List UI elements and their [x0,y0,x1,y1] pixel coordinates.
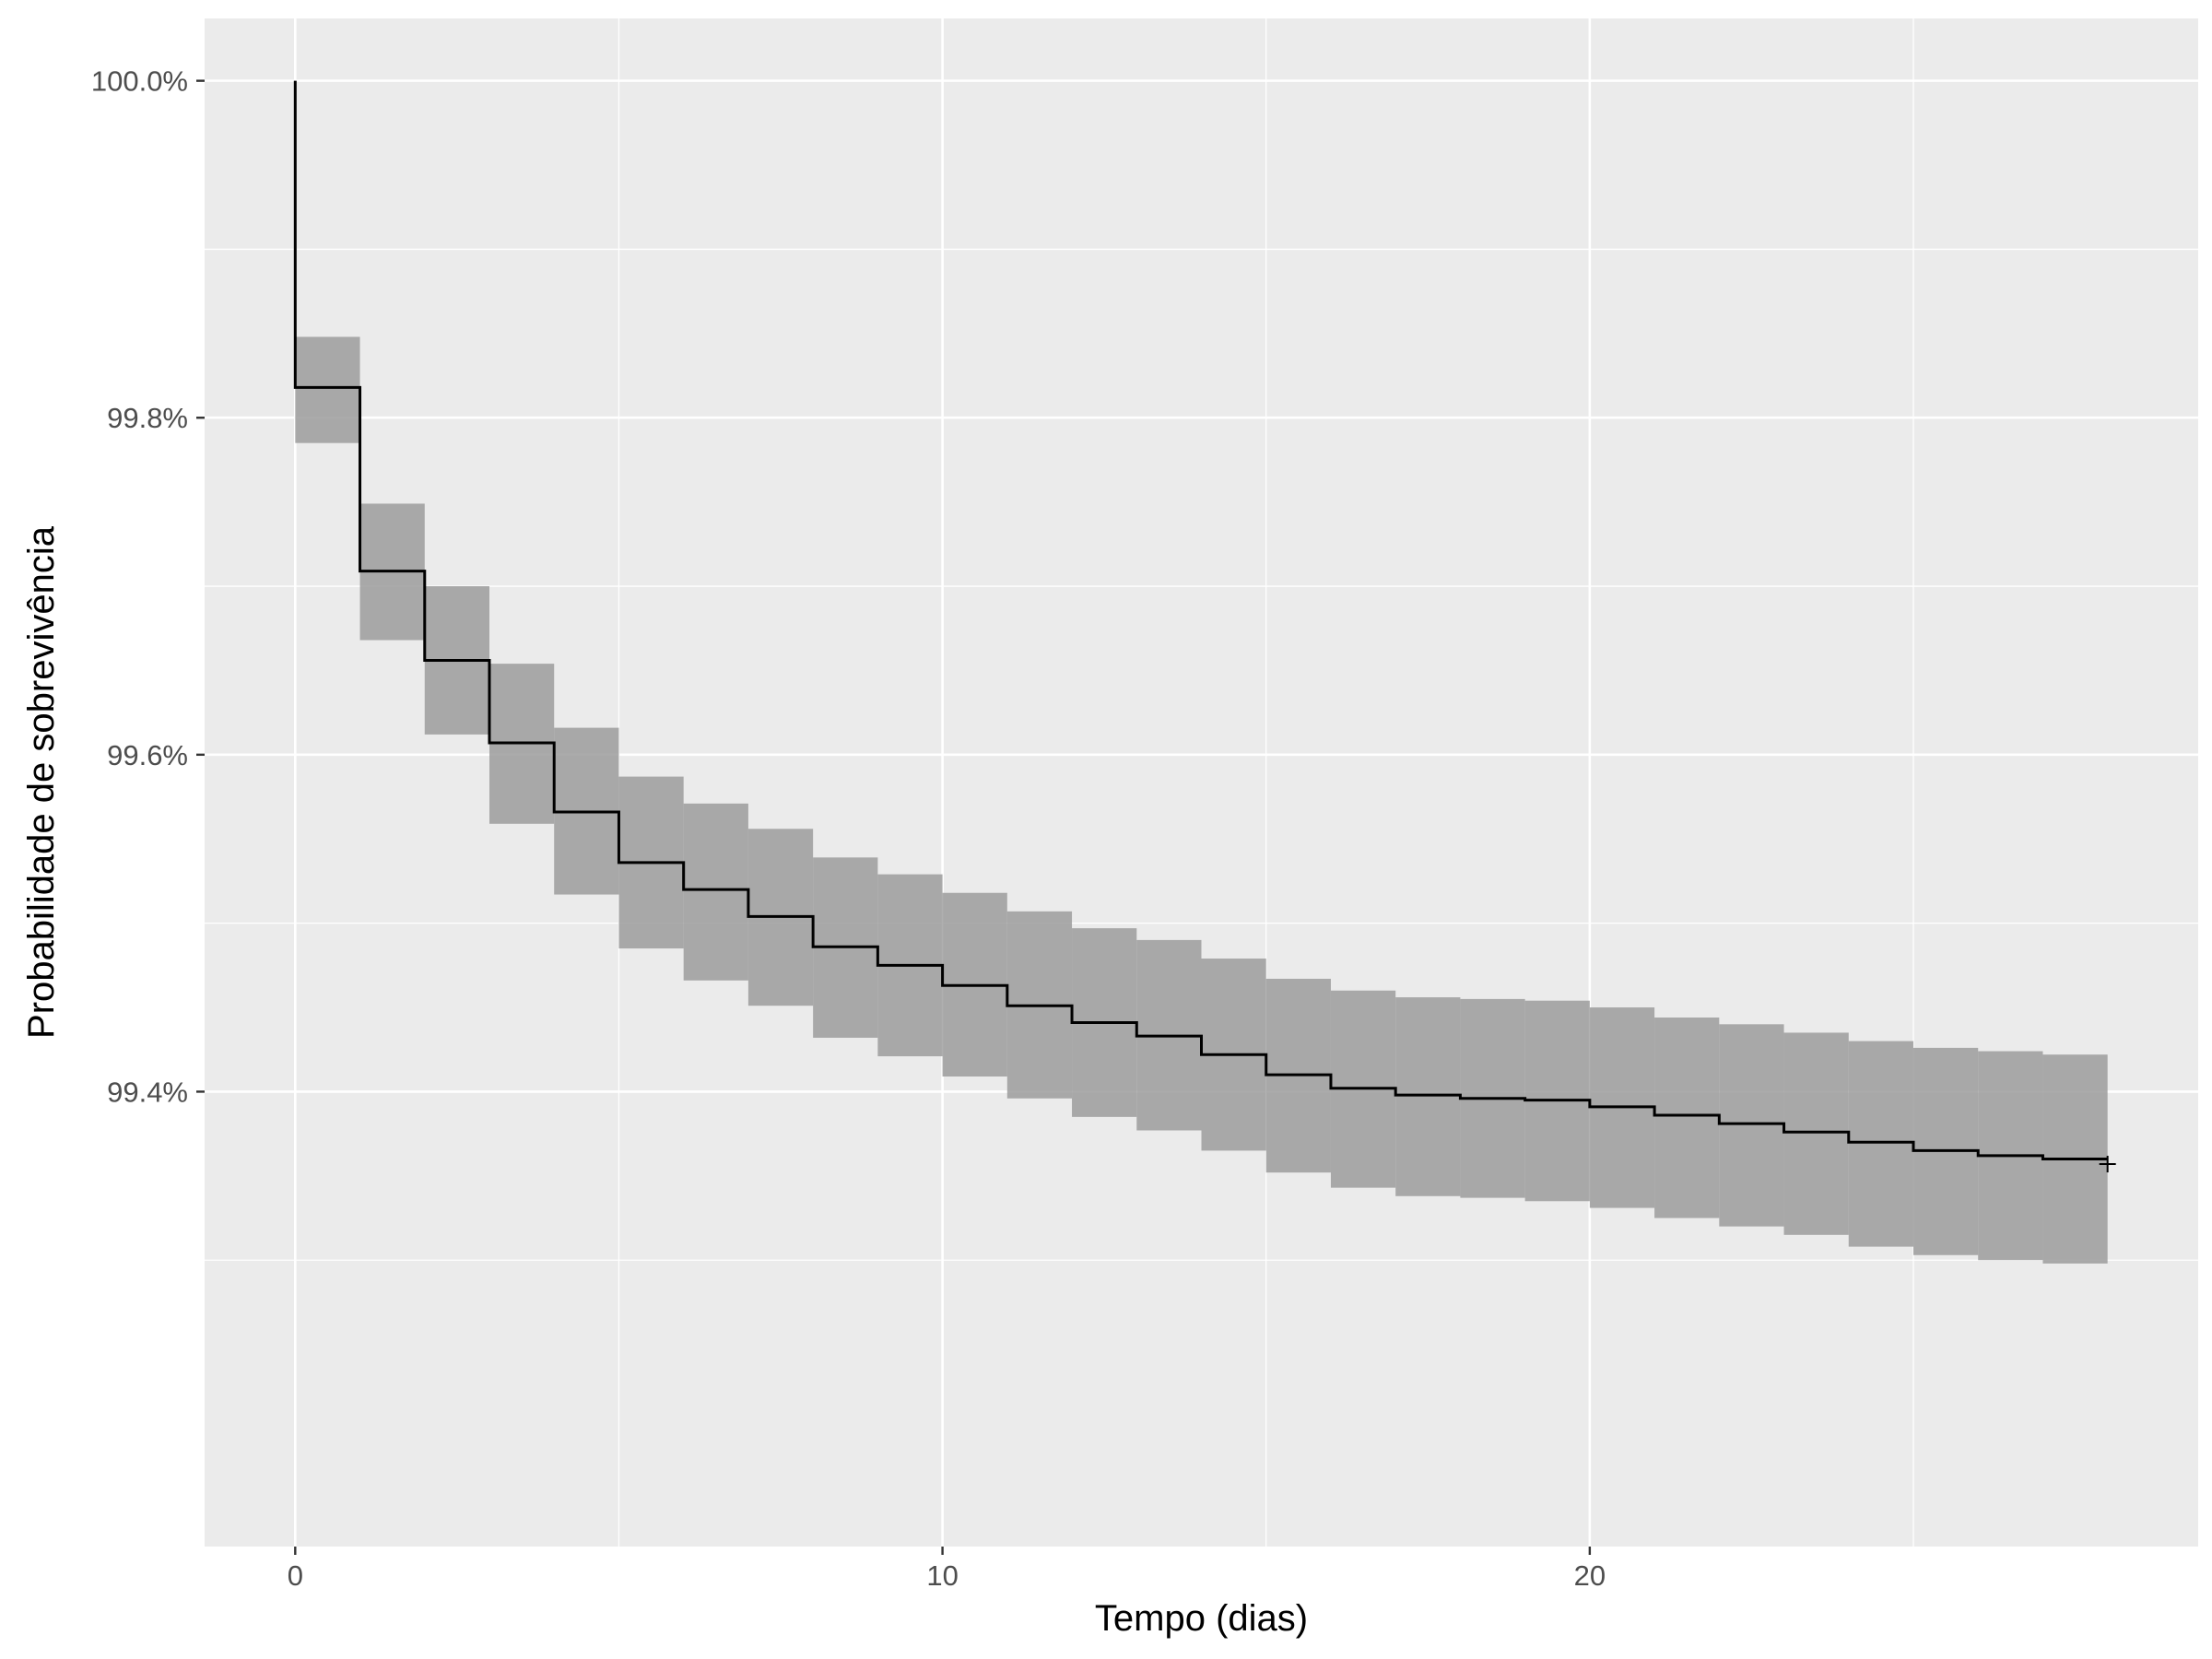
y-tick-label: 99.8% [107,402,188,434]
y-axis-title: Probabilidade de sobrevivência [21,525,62,1039]
x-tick-label: 10 [926,1559,958,1592]
censor-marker [2099,1156,2116,1173]
y-tick-label: 99.4% [107,1076,188,1108]
confidence-band-step [295,336,360,443]
x-tick-label: 20 [1574,1559,1606,1592]
y-tick-label: 100.0% [91,65,188,98]
confidence-band-step [1783,1032,1849,1235]
x-tick-label: 0 [288,1559,303,1592]
confidence-band-step [1395,997,1461,1196]
minor-grid [205,18,2198,1547]
axis-ticks [196,79,1592,1555]
y-axis-tick-labels: 99.4% 99.6% 99.8% 100.0% [91,65,188,1109]
censor-marks [2099,1156,2116,1173]
confidence-band-step [1654,1018,1720,1218]
confidence-band-step [1719,1024,1784,1227]
x-axis-tick-labels: 0 10 20 [288,1559,1606,1592]
survival-curve [293,80,2108,1161]
y-tick-label: 99.6% [107,739,188,771]
x-axis-title: Tempo (dias) [1095,1598,1308,1639]
confidence-band-step [1848,1041,1913,1247]
confidence-band-step [683,803,748,981]
